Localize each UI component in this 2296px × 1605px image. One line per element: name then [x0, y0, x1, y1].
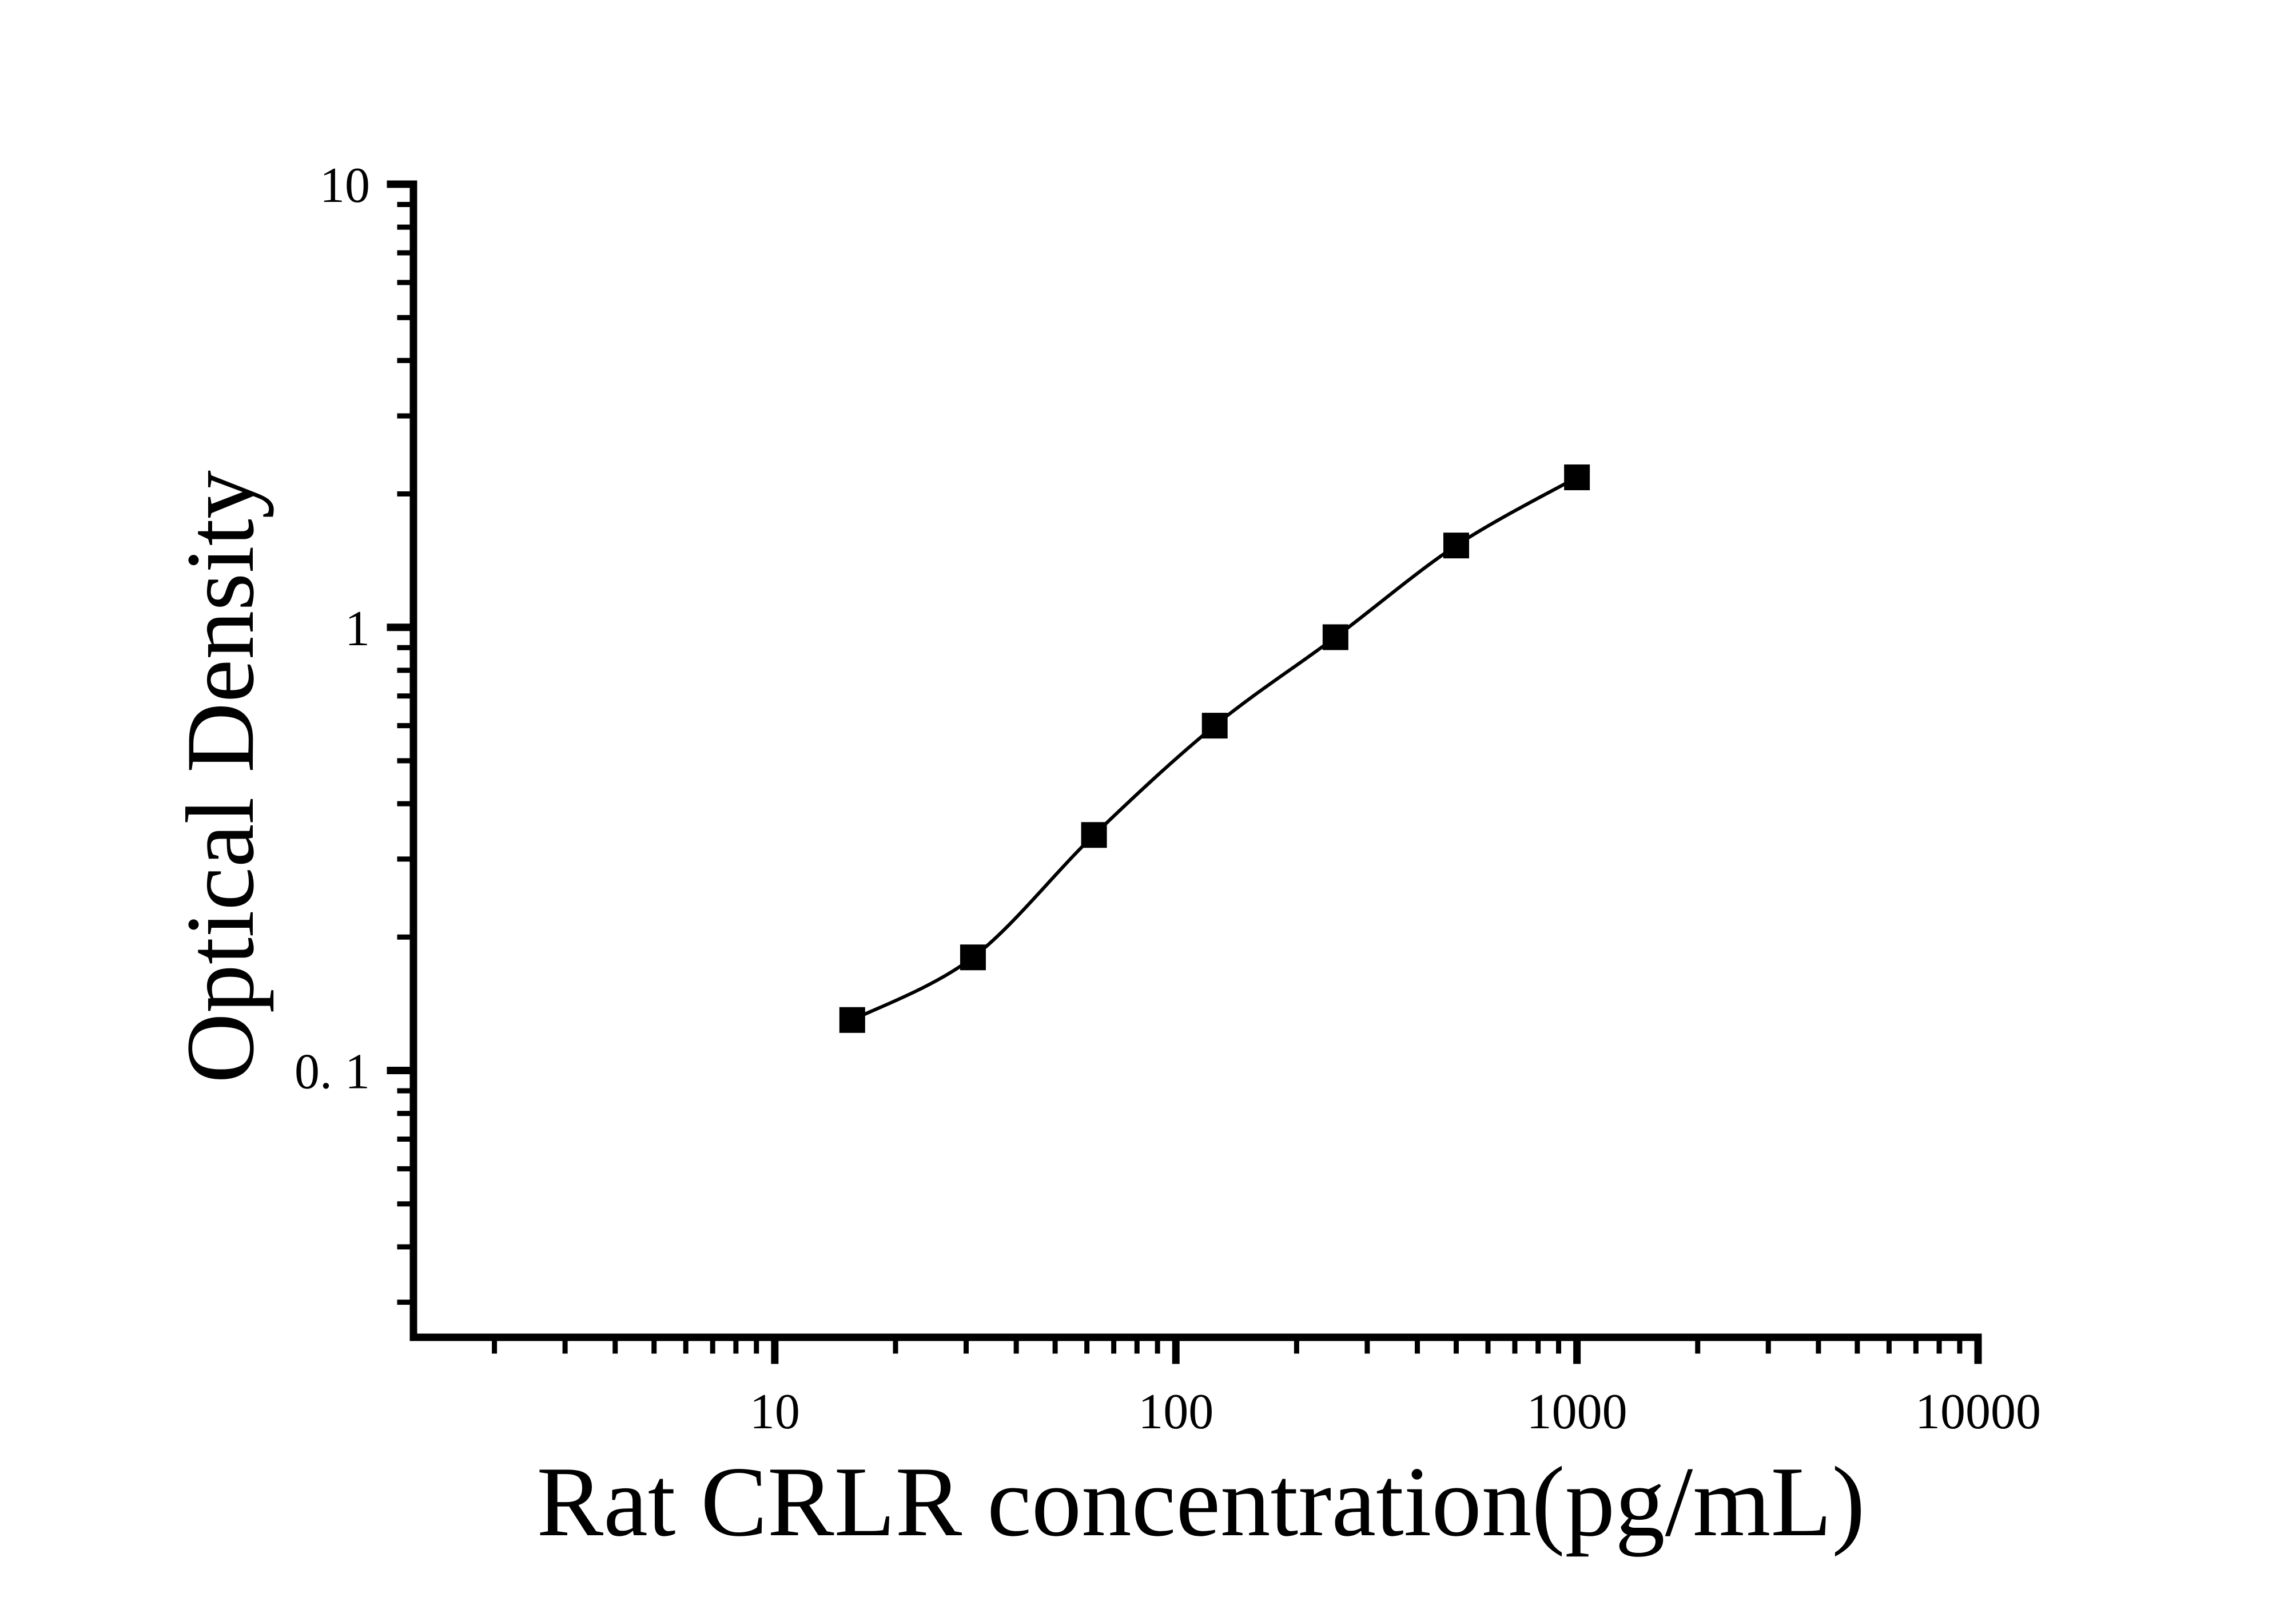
- data-point-marker-5: [1443, 533, 1469, 559]
- y-tick-label: 0. 1: [295, 1044, 370, 1100]
- standard-curve-line: [851, 475, 1578, 1022]
- data-point-marker-3: [1201, 713, 1228, 739]
- x-tick-label: 100: [1138, 1384, 1213, 1440]
- x-tick-label: 1000: [1527, 1384, 1628, 1440]
- x-tick-label: 10000: [1915, 1384, 2041, 1440]
- data-point-marker-6: [1564, 464, 1590, 491]
- data-point-marker-1: [960, 944, 986, 971]
- data-point-marker-0: [839, 1007, 865, 1033]
- y-axis-title: Optical Density: [166, 470, 274, 1083]
- data-point-marker-2: [1081, 822, 1107, 848]
- y-tick-label: 1: [345, 601, 370, 657]
- x-axis-title: Rat CRLR concentration(pg/mL): [536, 1446, 1865, 1557]
- data-point-marker-4: [1322, 624, 1348, 650]
- x-tick-label: 10: [750, 1384, 800, 1440]
- y-tick-label: 10: [320, 158, 370, 213]
